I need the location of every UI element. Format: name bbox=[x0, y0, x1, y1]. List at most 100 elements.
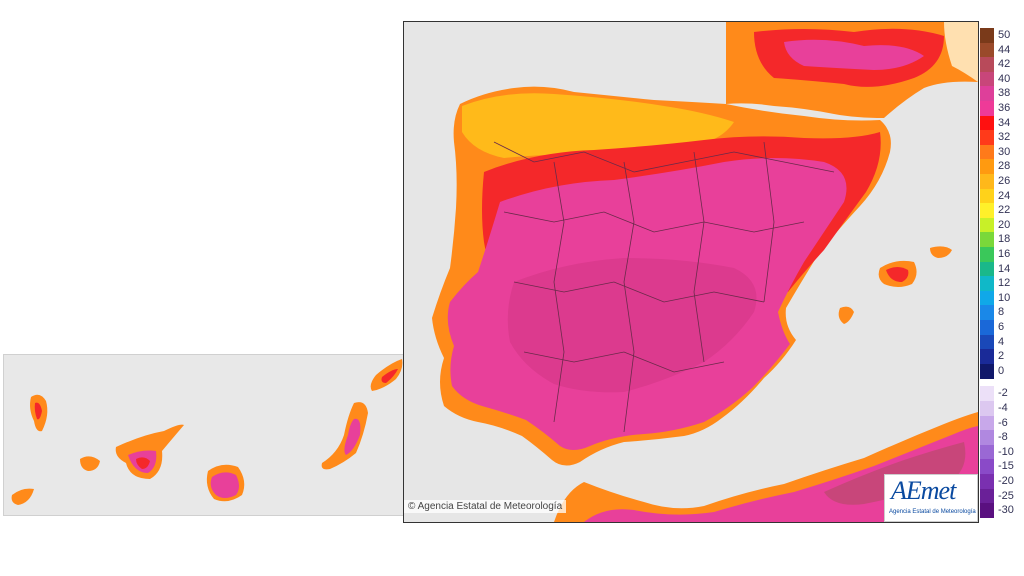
legend-label: 34 bbox=[998, 116, 1011, 129]
legend-item: -30 bbox=[980, 503, 1024, 519]
legend-item: -6 bbox=[980, 415, 1024, 431]
island-el-hierro bbox=[11, 488, 34, 505]
legend-item: 30 bbox=[980, 144, 1024, 160]
island-fuerteventura bbox=[321, 402, 368, 470]
legend-item: 44 bbox=[980, 42, 1024, 58]
island-ibiza bbox=[838, 306, 854, 324]
copyright-text: © Agencia Estatal de Meteorología bbox=[404, 500, 567, 513]
legend-item: 40 bbox=[980, 71, 1024, 87]
legend-item: 34 bbox=[980, 115, 1024, 131]
legend-label: -15 bbox=[998, 460, 1014, 473]
legend-label: 0 bbox=[998, 364, 1005, 377]
legend-swatch bbox=[980, 232, 994, 248]
legend-label: -20 bbox=[998, 475, 1014, 487]
legend-label: -10 bbox=[998, 445, 1014, 458]
legend-swatch bbox=[980, 203, 994, 219]
legend-item: 20 bbox=[980, 217, 1024, 233]
legend-label: 32 bbox=[998, 131, 1011, 144]
legend-label: 20 bbox=[998, 218, 1011, 231]
legend-label: 4 bbox=[998, 335, 1005, 348]
legend-item: -4 bbox=[980, 401, 1024, 416]
legend-label: -6 bbox=[998, 416, 1008, 429]
legend-label: 40 bbox=[998, 72, 1011, 85]
legend-item: 22 bbox=[980, 203, 1024, 219]
legend-swatch bbox=[980, 334, 994, 350]
legend-swatch bbox=[980, 459, 994, 475]
legend-label: 50 bbox=[998, 29, 1011, 41]
legend-swatch bbox=[980, 174, 994, 189]
legend-swatch bbox=[980, 305, 994, 321]
legend-swatch bbox=[980, 415, 994, 431]
legend-label: 6 bbox=[998, 321, 1005, 333]
legend-swatch bbox=[980, 247, 994, 262]
legend-label: 26 bbox=[998, 175, 1011, 187]
legend-swatch bbox=[980, 261, 994, 277]
legend-item: -10 bbox=[980, 444, 1024, 460]
legend-swatch bbox=[980, 444, 994, 460]
legend-item: 0 bbox=[980, 363, 1024, 379]
legend-item: 16 bbox=[980, 247, 1024, 262]
legend-item: -2 bbox=[980, 386, 1024, 402]
legend-swatch bbox=[980, 488, 994, 504]
legend-swatch bbox=[980, 159, 994, 175]
legend-swatch bbox=[980, 217, 994, 233]
legend-label: 24 bbox=[998, 189, 1011, 202]
peninsula-temperature-map bbox=[404, 22, 978, 522]
legend-item: 4 bbox=[980, 334, 1024, 350]
legend-swatch bbox=[980, 86, 994, 102]
canary-islands-map bbox=[11, 359, 403, 505]
legend-label: 28 bbox=[998, 160, 1011, 173]
canary-islands-panel bbox=[3, 354, 405, 516]
legend-label: -8 bbox=[998, 431, 1008, 444]
legend-label: 12 bbox=[998, 277, 1011, 290]
legend-swatch bbox=[980, 130, 994, 146]
legend-item: 26 bbox=[980, 174, 1024, 189]
legend-item: 32 bbox=[980, 130, 1024, 146]
legend-item: -8 bbox=[980, 430, 1024, 446]
legend-label: 22 bbox=[998, 204, 1011, 217]
legend-item: 12 bbox=[980, 276, 1024, 292]
legend-item: -20 bbox=[980, 474, 1024, 489]
legend-label: 38 bbox=[998, 87, 1011, 100]
legend-item: 8 bbox=[980, 305, 1024, 321]
legend-swatch bbox=[980, 401, 994, 416]
legend-swatch bbox=[980, 349, 994, 365]
temperature-legend: 50 44 42 40 38 36 34 32 30 28 26 24 22 20 18 16 14 12 10 8 6… bbox=[980, 28, 1024, 519]
aemet-logo-subtitle: Agencia Estatal de Meteorología bbox=[889, 509, 976, 515]
legend-label: -25 bbox=[998, 489, 1014, 502]
legend-label: -2 bbox=[998, 387, 1008, 400]
legend-swatch bbox=[980, 386, 994, 402]
legend-swatch bbox=[980, 276, 994, 292]
legend-swatch bbox=[980, 503, 994, 519]
legend-label: 42 bbox=[998, 58, 1011, 71]
legend-swatch bbox=[980, 71, 994, 87]
legend-swatch bbox=[980, 363, 994, 379]
legend-item: 6 bbox=[980, 320, 1024, 335]
legend-swatch bbox=[980, 144, 994, 160]
island-la-gomera bbox=[80, 456, 100, 471]
legend-item: -25 bbox=[980, 488, 1024, 504]
aemet-logo-text: AEmet bbox=[891, 476, 956, 505]
legend-item: 36 bbox=[980, 101, 1024, 116]
legend-label: 30 bbox=[998, 145, 1011, 158]
legend-item: 2 bbox=[980, 349, 1024, 365]
legend-item: 18 bbox=[980, 232, 1024, 248]
province-borders bbox=[493, 141, 835, 433]
legend-item: 24 bbox=[980, 188, 1024, 204]
legend-label: -4 bbox=[998, 402, 1008, 414]
legend-label: 16 bbox=[998, 248, 1011, 260]
legend-label: 10 bbox=[998, 291, 1011, 304]
legend-item: 10 bbox=[980, 290, 1024, 306]
legend-swatch bbox=[980, 320, 994, 335]
legend-swatch bbox=[980, 42, 994, 58]
legend-label: -30 bbox=[998, 504, 1014, 517]
legend-item: 14 bbox=[980, 261, 1024, 277]
legend-item: 38 bbox=[980, 86, 1024, 102]
peninsula-map-panel bbox=[403, 21, 979, 523]
legend-item: 50 bbox=[980, 28, 1024, 43]
legend-item: -15 bbox=[980, 459, 1024, 475]
legend-swatch bbox=[980, 115, 994, 131]
legend-label: 14 bbox=[998, 262, 1011, 275]
legend-swatch bbox=[980, 57, 994, 73]
aemet-logo: AEmet Agencia Estatal de Meteorología bbox=[884, 474, 978, 522]
